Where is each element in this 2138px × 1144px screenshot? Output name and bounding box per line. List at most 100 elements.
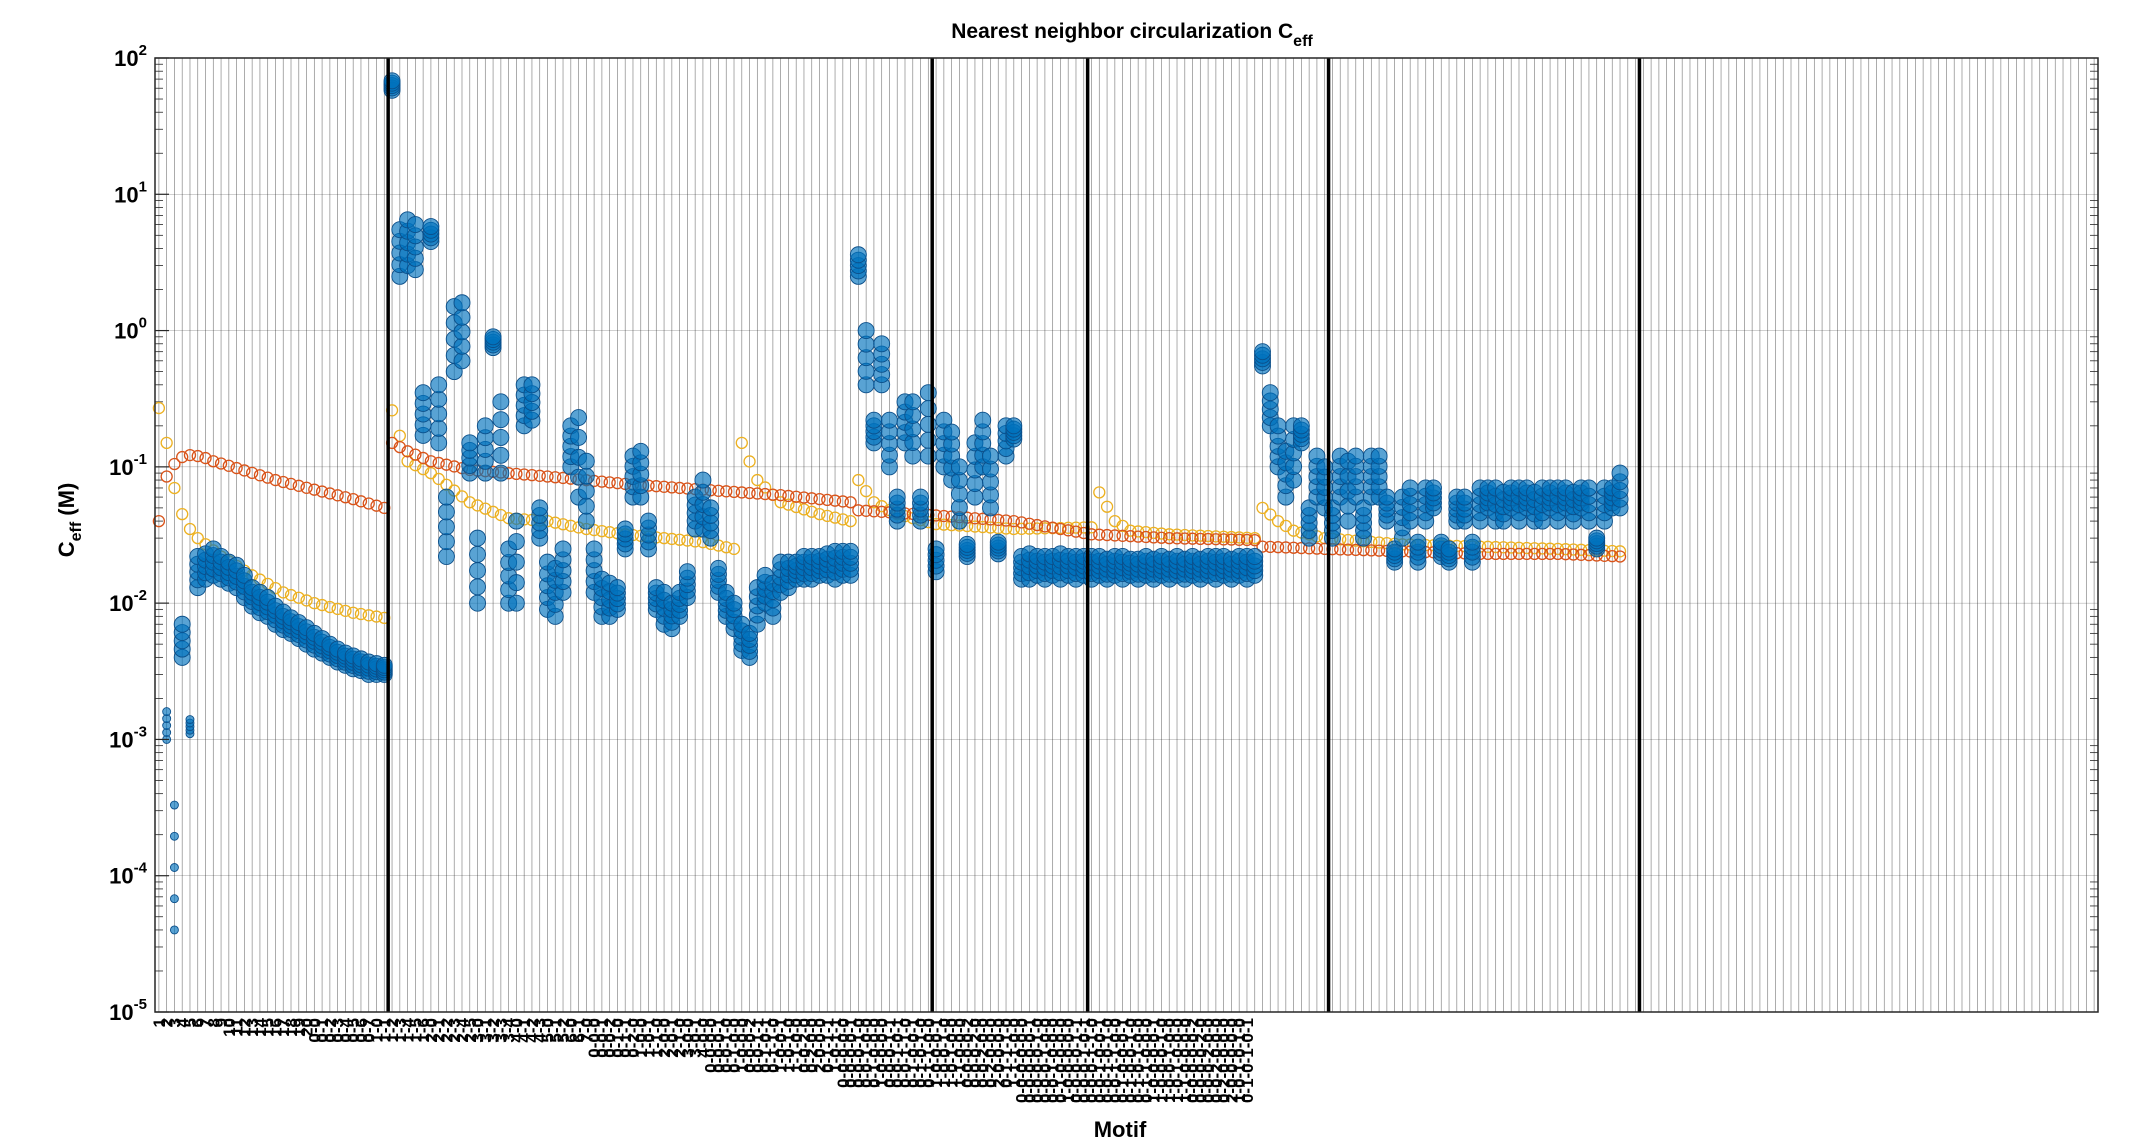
model-b-point: [269, 581, 282, 595]
x-tick-label: 0-0-0-0-1: [842, 1018, 861, 1088]
model-b-point: [1100, 500, 1114, 513]
x-tick-label: 1-0-0-0-0-0: [1059, 1018, 1078, 1103]
x-tick-label: 2-0-1: [663, 1018, 682, 1058]
measured-point: [492, 429, 510, 446]
model-a-point: [424, 455, 438, 468]
x-tick-label: 1-1-0-0-0: [950, 1018, 969, 1088]
model-b-point: [1341, 533, 1355, 547]
measured-point: [857, 322, 875, 340]
model-b-point: [1201, 529, 1215, 543]
x-tick-label: 18: [282, 1018, 301, 1037]
model-b-point: [595, 524, 609, 538]
model-a-point: [657, 480, 671, 493]
measured-point: [453, 308, 471, 326]
x-tick-label: 0-0-2: [601, 1018, 620, 1058]
model-a-point: [1295, 541, 1308, 555]
model-a-point: [968, 512, 982, 525]
x-tick-label: 0-1-0-0-0-0: [1051, 1018, 1070, 1103]
model-a-point: [1567, 548, 1580, 561]
model-b-point: [603, 526, 616, 539]
x-tick-label: 0-1-0-0-0-1: [1114, 1018, 1133, 1103]
model-b-point: [479, 502, 492, 515]
plot-frame: [154, 57, 2099, 1013]
measured-point: [492, 464, 510, 482]
model-a-point: [238, 464, 251, 477]
model-a-point: [1512, 547, 1526, 560]
measured-point: [235, 566, 253, 584]
x-tick-label: 0-0-0-1: [709, 1018, 728, 1073]
model-a-point: [323, 487, 337, 500]
measured-point: [904, 393, 922, 411]
model-a-point: [152, 514, 166, 528]
model-a-point: [1287, 541, 1300, 554]
measured-point: [1339, 512, 1357, 530]
model-b-point: [308, 596, 321, 610]
y-tick-label: 10-4: [109, 860, 147, 889]
model-b-point: [160, 436, 173, 450]
measured-point: [912, 488, 929, 506]
model-a-point: [347, 492, 360, 506]
model-b-point: [673, 533, 686, 546]
measured-point: [507, 553, 525, 571]
x-tick-label: 1-0-0-0-1: [927, 1018, 946, 1088]
x-tick-label: 1-0-1-0: [779, 1018, 798, 1073]
model-b-point: [1170, 528, 1184, 541]
measured-point: [430, 434, 448, 452]
measured-point: [881, 411, 898, 429]
x-tick-label: 1-0-0-0-0-1: [1145, 1018, 1164, 1103]
measured-point: [438, 503, 455, 521]
model-b-point: [782, 498, 795, 511]
measured-point: [1440, 540, 1458, 558]
x-tick-label: 3-4: [500, 1017, 519, 1042]
y-tick-label: 101: [114, 178, 147, 207]
model-a-point: [1163, 531, 1176, 545]
measured-point: [469, 562, 486, 580]
model-a-point: [1481, 547, 1495, 560]
model-b-point: [292, 591, 305, 604]
model-b-point: [486, 505, 500, 518]
model-b-point: [1489, 540, 1502, 554]
measured-point: [865, 411, 883, 429]
x-tick-label: 0-1-0-0-1: [904, 1018, 923, 1088]
model-b-point: [1505, 541, 1518, 554]
model-a-point: [160, 470, 173, 483]
measured-point: [577, 512, 595, 530]
measured-point: [438, 533, 455, 551]
measured-point: [438, 548, 455, 565]
model-a-point: [1613, 550, 1627, 563]
model-a-point: [867, 505, 881, 518]
model-a-point: [852, 504, 865, 517]
model-a-point: [603, 476, 616, 489]
model-b-point: [859, 485, 873, 498]
model-a-point: [533, 469, 546, 482]
measured-point: [1370, 447, 1388, 465]
model-b-point: [1264, 508, 1277, 521]
measured-point: [577, 467, 595, 485]
measured-point: [1246, 548, 1264, 565]
model-a-point: [245, 466, 259, 480]
model-a-point: [992, 513, 1005, 527]
model-a-point: [253, 469, 267, 482]
x-tick-label: 1: [150, 1018, 169, 1027]
measured-point: [453, 294, 471, 312]
model-a-point: [549, 471, 562, 484]
x-tick-label: 0-0-0-0-2-0: [1191, 1018, 1210, 1103]
model-b-point: [494, 508, 508, 522]
model-a-point: [440, 458, 453, 471]
measured-point: [1463, 533, 1481, 551]
x-tick-label: 0-0-0-0-0-1: [1020, 1018, 1039, 1103]
model-b-point: [751, 473, 764, 487]
y-tick-label: 100: [114, 315, 147, 344]
model-b-point: [1186, 529, 1199, 542]
model-b-point: [183, 522, 197, 536]
x-tick-label: 13: [243, 1018, 262, 1037]
measured-point: [640, 512, 657, 530]
model-b-point: [758, 481, 772, 494]
x-tick-label: 5-0: [538, 1018, 557, 1043]
measured-point: [162, 707, 172, 717]
x-tick-label: 4: [173, 1017, 192, 1027]
model-b-point: [432, 472, 445, 486]
model-a-point: [1528, 547, 1541, 560]
y-tick-label: 102: [114, 42, 147, 71]
